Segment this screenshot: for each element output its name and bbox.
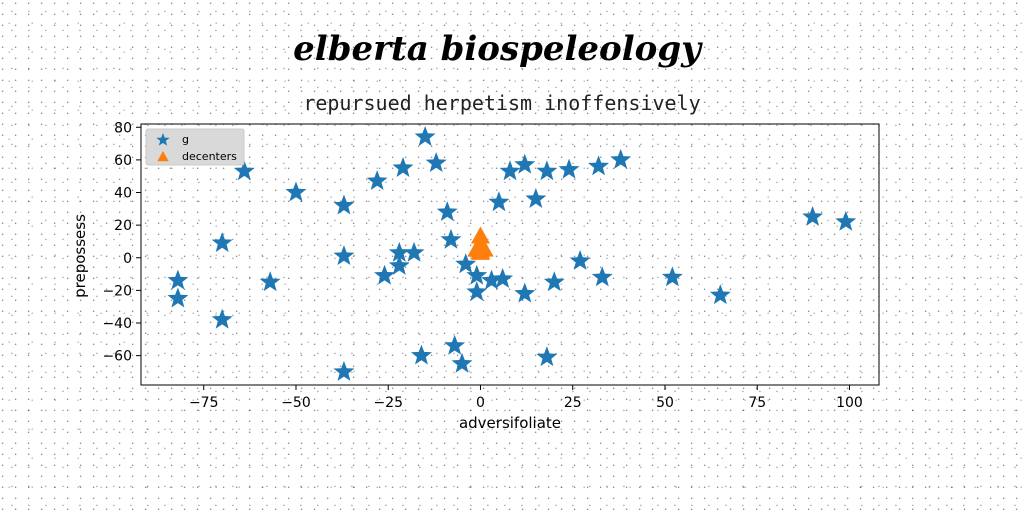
y-tick-label: −60 <box>102 349 132 365</box>
x-tick-label: −75 <box>189 395 219 411</box>
scatter-point-g <box>536 346 558 367</box>
scatter-point-g <box>451 352 473 373</box>
y-axis-ticks: −60 −40 −20 0 20 40 60 80 <box>102 120 141 365</box>
legend-label-decenters: decenters <box>182 150 237 163</box>
scatter-point-g <box>514 282 536 303</box>
legend: g decenters <box>145 128 245 166</box>
scatter-point-g <box>488 191 510 212</box>
scatter-point-g <box>167 269 189 290</box>
scatter-point-g <box>569 250 591 270</box>
scatter-point-g <box>167 287 189 308</box>
scatter-point-g <box>536 160 558 181</box>
legend-triangle-marker <box>157 151 169 162</box>
y-tick-label: 80 <box>114 120 132 136</box>
scatter-point-g <box>333 245 355 266</box>
x-tick-label: 100 <box>836 395 863 411</box>
legend-star-marker <box>156 133 170 146</box>
scatter-point-g <box>444 334 466 355</box>
scatter-point-g <box>514 153 536 174</box>
scatter-point-g <box>425 152 447 173</box>
scatter-point-g <box>333 360 355 381</box>
scatter-point-g <box>481 269 503 290</box>
x-tick-label: 25 <box>564 395 582 411</box>
scatter-point-g <box>661 266 683 287</box>
y-tick-label: 40 <box>114 186 132 202</box>
plot-area <box>140 123 880 386</box>
y-axis-label: prepossess <box>71 214 89 298</box>
scatter-point-g <box>436 201 458 221</box>
x-axis-ticks: −75 −50 −25 0 25 50 75 100 <box>189 385 863 411</box>
scatter-point-g <box>233 160 255 181</box>
data-points <box>167 126 857 381</box>
scatter-point-g <box>466 264 488 285</box>
scatter-point-g <box>591 266 613 287</box>
scatter-point-g <box>410 344 432 365</box>
y-tick-label: −20 <box>102 283 132 299</box>
scatter-point-g <box>466 281 488 301</box>
y-tick-label: −40 <box>102 316 132 332</box>
chart-subtitle: repursued herpetism inoffensively <box>303 91 700 115</box>
scatter-point-g <box>588 155 610 176</box>
scatter-point-g <box>492 267 514 288</box>
chart-title: elberta biospeleology <box>293 29 703 69</box>
scatter-point-decenters <box>474 239 494 257</box>
y-tick-label: 60 <box>114 153 132 169</box>
scatter-point-g <box>259 271 281 292</box>
scatter-point-g <box>610 148 632 169</box>
scatter-point-g <box>366 170 388 190</box>
y-tick-label: 20 <box>114 218 132 234</box>
scatter-point-g <box>440 228 462 249</box>
scatter-point-g <box>802 205 824 226</box>
scatter-point-g <box>414 126 436 146</box>
x-tick-label: 75 <box>748 395 766 411</box>
x-tick-label: −50 <box>281 395 311 411</box>
scatter-point-g <box>388 254 410 275</box>
scatter-point-g <box>543 271 565 292</box>
x-axis-label: adversifoliate <box>459 414 561 432</box>
scatter-point-g <box>835 210 857 231</box>
legend-label-g: g <box>182 133 189 146</box>
scatter-point-g <box>211 308 233 329</box>
scatter-point-g <box>455 253 477 274</box>
scatter-point-g <box>709 284 731 305</box>
scatter-point-g <box>392 157 414 177</box>
scatter-point-g <box>525 188 547 208</box>
scatter-point-g <box>211 232 233 252</box>
scatter-point-g <box>388 241 410 262</box>
scatter-point-g <box>285 181 307 202</box>
scatter-point-g <box>499 160 521 181</box>
scatter-point-g <box>374 264 395 285</box>
scatter-point-g <box>558 158 580 179</box>
legend-box <box>145 128 245 166</box>
x-tick-label: −25 <box>373 395 403 411</box>
x-tick-label: 50 <box>656 395 674 411</box>
x-tick-label: 0 <box>476 395 485 411</box>
y-tick-label: 0 <box>123 251 132 267</box>
scatter-point-g <box>333 194 355 215</box>
scatter-point-g <box>403 241 425 262</box>
